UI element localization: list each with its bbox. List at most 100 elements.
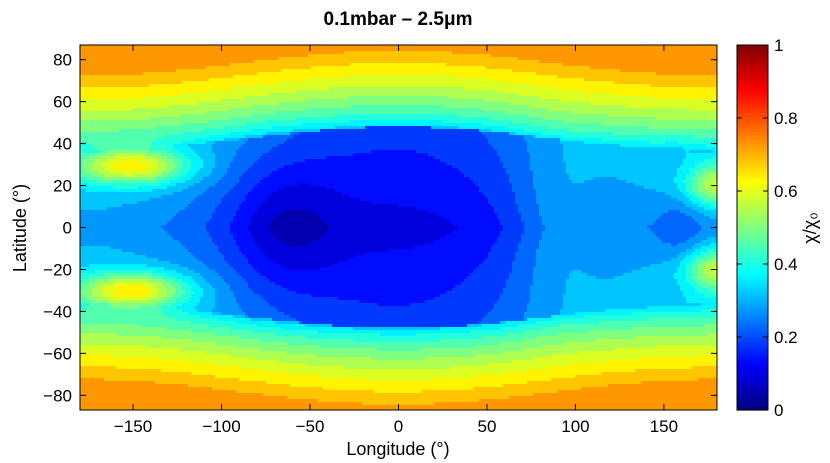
heat-cell (332, 81, 335, 84)
heat-cell (536, 75, 539, 78)
heat-cell (332, 90, 335, 93)
heat-cell (698, 69, 701, 72)
heat-cell (647, 93, 650, 96)
heat-cell (491, 84, 494, 87)
heat-cell (170, 63, 173, 66)
heat-cell (419, 102, 422, 105)
heat-cell (368, 63, 371, 66)
heat-cell (194, 99, 197, 102)
heat-cell (554, 84, 557, 87)
heat-cell (122, 96, 125, 99)
heat-cell (686, 54, 689, 57)
heat-cell (350, 72, 353, 75)
heat-cell (317, 105, 320, 108)
heat-cell (533, 96, 536, 99)
heat-cell (584, 63, 587, 66)
heat-cell (650, 93, 653, 96)
heat-cell (554, 81, 557, 84)
heat-cell (398, 78, 401, 81)
heat-cell (221, 69, 224, 72)
heat-cell (116, 105, 119, 108)
heat-cell (317, 108, 320, 111)
heat-cell (503, 51, 506, 54)
heat-cell (584, 108, 587, 111)
heat-cell (338, 48, 341, 51)
heat-cell (581, 78, 584, 81)
heat-cell (335, 84, 338, 87)
heat-cell (227, 87, 230, 90)
heat-cell (299, 93, 302, 96)
heat-cell (380, 72, 383, 75)
heat-cell (671, 51, 674, 54)
heat-cell (503, 99, 506, 102)
heat-cell (707, 102, 710, 105)
heat-cell (146, 81, 149, 84)
heat-cell (689, 45, 692, 48)
heat-cell (191, 90, 194, 93)
heat-cell (491, 45, 494, 48)
heat-cell (518, 63, 521, 66)
heat-cell (476, 105, 479, 108)
heat-cell (416, 48, 419, 51)
heat-cell (80, 105, 83, 108)
heat-cell (674, 57, 677, 60)
heat-cell (491, 75, 494, 78)
heat-cell (518, 54, 521, 57)
heat-cell (194, 78, 197, 81)
heat-cell (530, 51, 533, 54)
heat-cell (272, 78, 275, 81)
heat-cell (158, 60, 161, 63)
heat-cell (569, 63, 572, 66)
heat-cell (683, 78, 686, 81)
heat-cell (92, 99, 95, 102)
heat-cell (125, 66, 128, 69)
heat-cell (98, 96, 101, 99)
heat-cell (275, 87, 278, 90)
heat-cell (365, 87, 368, 90)
heat-cell (545, 48, 548, 51)
heat-cell (611, 72, 614, 75)
heat-cell (92, 84, 95, 87)
heat-cell (227, 99, 230, 102)
heat-cell (677, 66, 680, 69)
heat-cell (605, 87, 608, 90)
heat-cell (368, 45, 371, 48)
heat-cell (491, 111, 494, 114)
heat-cell (656, 93, 659, 96)
heat-cell (167, 102, 170, 105)
heat-cell (629, 66, 632, 69)
heat-cell (623, 108, 626, 111)
heat-cell (311, 75, 314, 78)
heat-cell (692, 51, 695, 54)
heat-cell (674, 93, 677, 96)
heat-cell (323, 111, 326, 114)
heat-cell (83, 75, 86, 78)
heat-cell (581, 93, 584, 96)
heat-cell (695, 84, 698, 87)
heat-cell (245, 78, 248, 81)
heat-cell (188, 84, 191, 87)
heat-cell (659, 105, 662, 108)
heat-cell (467, 90, 470, 93)
heat-cell (413, 108, 416, 111)
heat-cell (593, 87, 596, 90)
heat-cell (428, 63, 431, 66)
heat-cell (404, 96, 407, 99)
heat-cell (509, 105, 512, 108)
heat-cell (611, 99, 614, 102)
heat-cell (548, 99, 551, 102)
heat-cell (389, 102, 392, 105)
heat-cell (191, 93, 194, 96)
heat-cell (686, 48, 689, 51)
heat-cell (437, 57, 440, 60)
heat-cell (266, 111, 269, 114)
heat-cell (605, 69, 608, 72)
heat-cell (203, 105, 206, 108)
heat-cell (434, 54, 437, 57)
heat-cell (566, 57, 569, 60)
heat-cell (95, 75, 98, 78)
heat-cell (197, 60, 200, 63)
heat-cell (707, 84, 710, 87)
heat-cell (176, 63, 179, 66)
heat-cell (83, 51, 86, 54)
